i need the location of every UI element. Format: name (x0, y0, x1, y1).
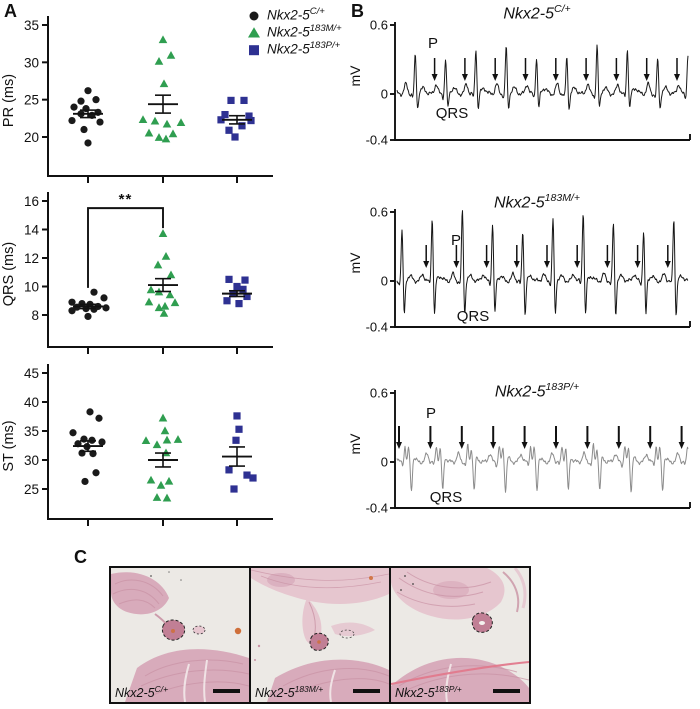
histology-image-183m: Nkx2-5183M/+ (249, 566, 391, 704)
svg-text:25: 25 (24, 93, 39, 108)
histology-section-image (251, 568, 389, 702)
svg-text:P: P (428, 35, 438, 52)
svg-text:P: P (426, 405, 436, 422)
svg-text:25: 25 (24, 482, 39, 497)
scale-bar (213, 689, 240, 693)
ecg-trace-control: 0.6 0 -0.4 mV P QRS (347, 18, 691, 148)
svg-text:0: 0 (381, 455, 388, 470)
histology-section-image (391, 568, 529, 702)
genotype-allele: 183M/+ (309, 23, 342, 35)
genotype-allele: 183P/+ (434, 683, 462, 694)
legend-marker-circle-icon (249, 11, 259, 20)
legend-item: Nkx2-5C/+ (247, 6, 342, 23)
svg-text:-0.4: -0.4 (366, 501, 388, 516)
svg-text:20: 20 (24, 130, 39, 145)
svg-text:30: 30 (24, 453, 39, 468)
svg-text:QRS (ms): QRS (ms) (1, 242, 17, 306)
svg-text:35: 35 (24, 18, 39, 33)
svg-text:40: 40 (24, 395, 39, 410)
legend: Nkx2-5C/+ Nkx2-5183M/+ Nkx2-5183P/+ (247, 6, 342, 57)
histology-label: Nkx2-5C/+ (115, 684, 168, 700)
svg-text:30: 30 (24, 55, 39, 70)
svg-text:8: 8 (31, 308, 39, 323)
genotype-name: Nkx2-5 (267, 41, 310, 57)
svg-text:0.6: 0.6 (370, 205, 388, 220)
histology-section-image (111, 568, 249, 702)
svg-text:QRS: QRS (436, 105, 469, 122)
legend-item: Nkx2-5183P/+ (247, 40, 342, 57)
genotype-name: Nkx2-5 (267, 7, 310, 23)
panel-a-label: A (4, 1, 17, 21)
histology-label: Nkx2-5183M/+ (255, 684, 323, 700)
pr-interval-scatter-plot: 20 25 30 35 PR (ms) (1, 16, 273, 183)
svg-text:mV: mV (347, 433, 363, 455)
svg-text:PR (ms): PR (ms) (1, 74, 17, 127)
svg-text:ST (ms): ST (ms) (1, 420, 17, 471)
svg-text:14: 14 (24, 223, 40, 238)
legend-marker-square-icon (249, 44, 259, 55)
genotype-name: Nkx2-5 (267, 24, 310, 40)
histology-image-control: Nkx2-5C/+ (109, 566, 251, 704)
ecg-title-183p: Nkx2-5183P/+ (412, 381, 662, 401)
genotype-name: Nkx2-5 (494, 383, 546, 401)
ecg-title-control: Nkx2-5C/+ (412, 3, 662, 23)
svg-text:0: 0 (381, 274, 388, 289)
genotype-allele: 183P/+ (309, 40, 341, 52)
histology-row: Nkx2-5C/+ Nkx2-5183M/+ Nkx2-5183P/+ (109, 566, 531, 704)
panel-c-label: C (74, 547, 87, 567)
genotype-name: Nkx2-5 (255, 686, 295, 700)
svg-text:45: 45 (24, 366, 39, 381)
legend-label: Nkx2-5183M/+ (267, 23, 342, 40)
st-interval-scatter-plot: 25 30 35 40 45 ST (ms) (1, 364, 273, 526)
ecg-title-183m: Nkx2-5183M/+ (412, 192, 662, 212)
genotype-allele: C/+ (554, 3, 571, 15)
scale-bar (353, 689, 380, 693)
svg-text:-0.4: -0.4 (366, 320, 388, 335)
svg-text:QRS: QRS (430, 489, 463, 506)
svg-text:0.6: 0.6 (370, 18, 388, 33)
svg-text:10: 10 (24, 280, 39, 295)
ecg-trace-183m: 0.6 0 -0.4 mV P QRS (347, 205, 691, 335)
genotype-name: Nkx2-5 (115, 686, 155, 700)
legend-label: Nkx2-5C/+ (267, 6, 325, 23)
legend-label: Nkx2-5183P/+ (267, 40, 340, 57)
svg-text:P: P (451, 232, 461, 249)
histology-label: Nkx2-5183P/+ (395, 684, 462, 700)
genotype-name: Nkx2-5 (493, 194, 545, 212)
svg-text:mV: mV (347, 65, 363, 87)
genotype-name: Nkx2-5 (395, 686, 435, 700)
genotype-allele: 183P/+ (545, 381, 580, 393)
scale-bar (493, 689, 520, 693)
ecg-trace-183p: 0.6 0 -0.4 mV P QRS (347, 386, 691, 516)
genotype-name: Nkx2-5 (503, 5, 555, 23)
genotype-allele: C/+ (309, 6, 325, 18)
histology-image-183p: Nkx2-5183P/+ (389, 566, 531, 704)
svg-text:mV: mV (347, 252, 363, 274)
svg-text:**: ** (119, 191, 133, 208)
genotype-allele: 183M/+ (544, 192, 580, 204)
legend-item: Nkx2-5183M/+ (247, 23, 342, 40)
svg-text:35: 35 (24, 424, 39, 439)
qrs-duration-scatter-plot: 8 10 12 14 16 QRS (ms) ** (1, 191, 273, 354)
svg-text:QRS: QRS (457, 308, 490, 325)
legend-marker-triangle-icon (248, 26, 260, 37)
panel-b-label: B (351, 1, 364, 21)
svg-text:0: 0 (381, 87, 388, 102)
svg-text:12: 12 (24, 251, 39, 266)
genotype-allele: 183M/+ (294, 683, 324, 694)
svg-text:16: 16 (24, 194, 39, 209)
svg-text:0.6: 0.6 (370, 386, 388, 401)
svg-text:-0.4: -0.4 (366, 133, 388, 148)
genotype-allele: C/+ (154, 683, 169, 694)
